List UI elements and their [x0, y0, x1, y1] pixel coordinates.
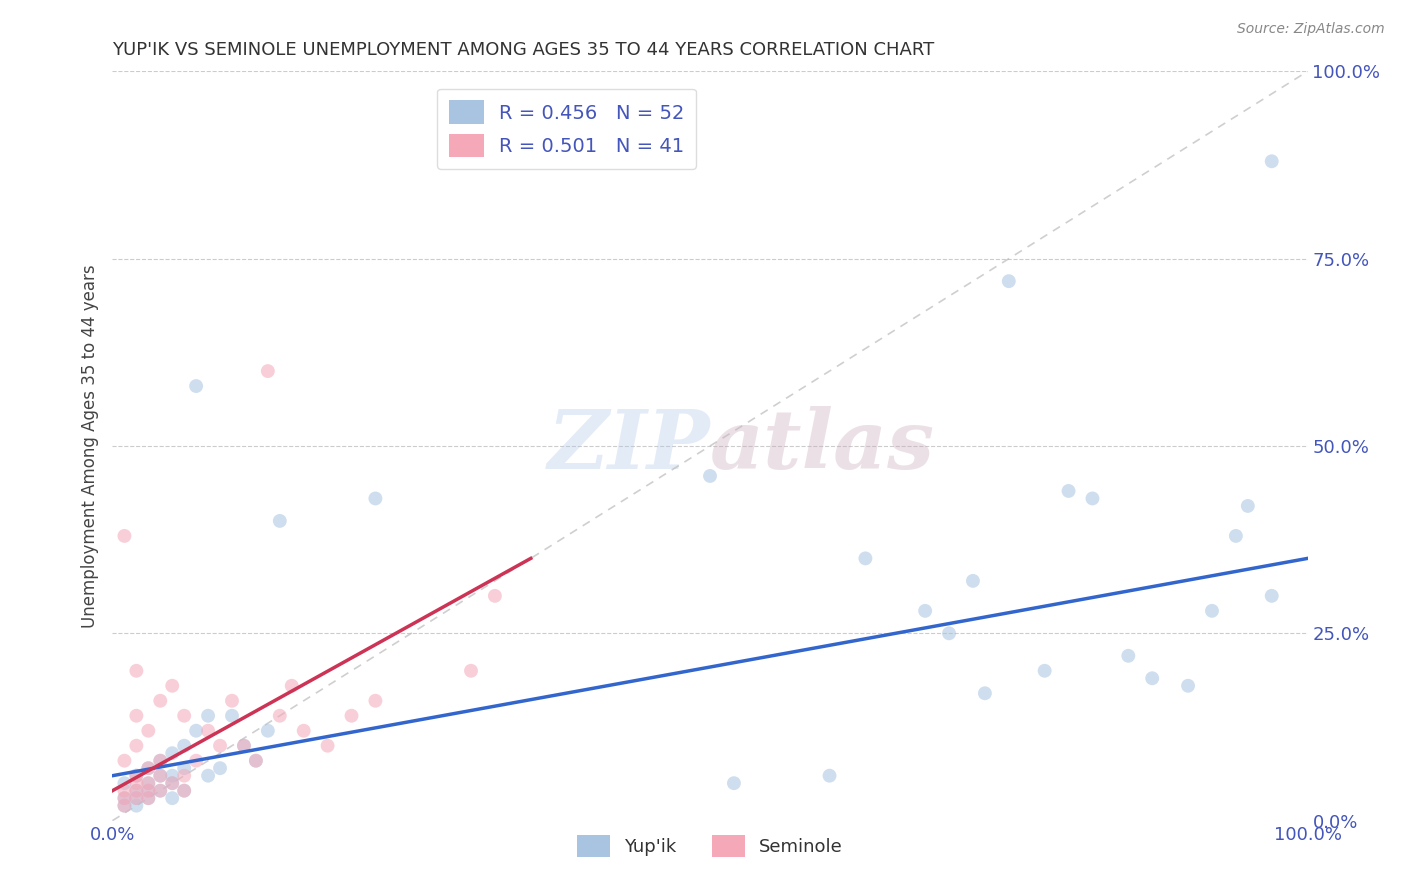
Point — [1261, 589, 1284, 603]
Point — [818, 769, 841, 783]
Point — [1118, 648, 1140, 663]
Point — [281, 679, 304, 693]
Y-axis label: Unemployment Among Ages 35 to 44 years: Unemployment Among Ages 35 to 44 years — [80, 264, 98, 628]
Text: YUP'IK VS SEMINOLE UNEMPLOYMENT AMONG AGES 35 TO 44 YEARS CORRELATION CHART: YUP'IK VS SEMINOLE UNEMPLOYMENT AMONG AG… — [112, 41, 935, 59]
Point — [114, 776, 135, 790]
Point — [1142, 671, 1164, 685]
Point — [269, 514, 291, 528]
Point — [173, 769, 195, 783]
Point — [162, 776, 183, 790]
Point — [269, 708, 291, 723]
Point — [125, 798, 148, 813]
Point — [173, 708, 195, 723]
Point — [138, 783, 160, 797]
Point — [245, 754, 267, 768]
Point — [114, 791, 135, 805]
Point — [1201, 604, 1223, 618]
Text: atlas: atlas — [710, 406, 935, 486]
Point — [125, 739, 148, 753]
Point — [1237, 499, 1260, 513]
Point — [114, 754, 135, 768]
Point — [257, 723, 280, 738]
Point — [245, 754, 267, 768]
Point — [233, 739, 256, 753]
Point — [125, 708, 148, 723]
Point — [138, 761, 160, 775]
Point — [1261, 154, 1284, 169]
Point — [460, 664, 482, 678]
Point — [149, 754, 172, 768]
Point — [316, 739, 339, 753]
Point — [1225, 529, 1247, 543]
Point — [162, 776, 183, 790]
Point — [125, 769, 148, 783]
Point — [197, 708, 219, 723]
Point — [162, 791, 183, 805]
Point — [114, 783, 135, 797]
Point — [364, 694, 387, 708]
Point — [221, 708, 243, 723]
Point — [209, 761, 232, 775]
Point — [125, 783, 148, 797]
Point — [173, 739, 195, 753]
Point — [233, 739, 256, 753]
Legend: Yup'ik, Seminole: Yup'ik, Seminole — [569, 828, 851, 864]
Point — [974, 686, 997, 700]
Point — [114, 529, 135, 543]
Point — [138, 776, 160, 790]
Point — [209, 739, 232, 753]
Point — [962, 574, 984, 588]
Point — [364, 491, 387, 506]
Point — [114, 798, 135, 813]
Point — [162, 679, 183, 693]
Point — [138, 791, 160, 805]
Point — [221, 694, 243, 708]
Point — [1057, 483, 1080, 498]
Point — [197, 769, 219, 783]
Point — [998, 274, 1021, 288]
Point — [1081, 491, 1104, 506]
Point — [292, 723, 315, 738]
Point — [149, 783, 172, 797]
Point — [938, 626, 960, 640]
Point — [149, 783, 172, 797]
Point — [149, 694, 172, 708]
Point — [149, 769, 172, 783]
Point — [186, 723, 208, 738]
Point — [125, 791, 148, 805]
Point — [186, 754, 208, 768]
Point — [340, 708, 363, 723]
Point — [197, 723, 219, 738]
Point — [114, 791, 135, 805]
Point — [125, 664, 148, 678]
Point — [1177, 679, 1199, 693]
Point — [125, 791, 148, 805]
Point — [855, 551, 877, 566]
Point — [125, 769, 148, 783]
Point — [149, 754, 172, 768]
Point — [138, 723, 160, 738]
Point — [114, 798, 135, 813]
Point — [162, 746, 183, 760]
Point — [173, 783, 195, 797]
Point — [173, 761, 195, 775]
Point — [138, 776, 160, 790]
Point — [1033, 664, 1056, 678]
Point — [723, 776, 745, 790]
Point — [125, 776, 148, 790]
Point — [699, 469, 721, 483]
Point — [138, 791, 160, 805]
Text: ZIP: ZIP — [547, 406, 710, 486]
Text: Source: ZipAtlas.com: Source: ZipAtlas.com — [1237, 22, 1385, 37]
Point — [138, 783, 160, 797]
Point — [914, 604, 936, 618]
Point — [484, 589, 506, 603]
Point — [173, 783, 195, 797]
Point — [257, 364, 280, 378]
Point — [138, 761, 160, 775]
Point — [149, 769, 172, 783]
Point — [162, 769, 183, 783]
Point — [186, 379, 208, 393]
Point — [125, 783, 148, 797]
